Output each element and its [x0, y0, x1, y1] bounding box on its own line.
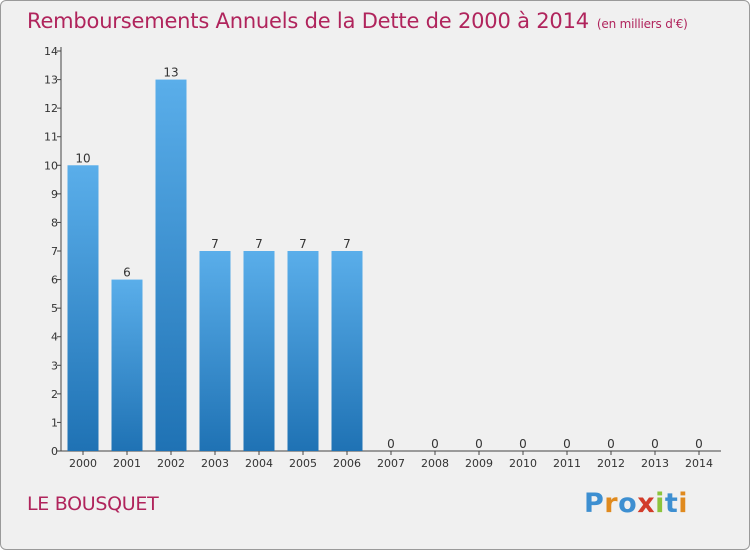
data-label-2009: 0 — [475, 437, 483, 451]
x-tick-label: 2001 — [113, 457, 141, 470]
unit-label: (en milliers d'€) — [596, 17, 688, 31]
x-tick-label: 2014 — [685, 457, 713, 470]
x-tick-label: 2012 — [597, 457, 625, 470]
data-label-2001: 6 — [123, 266, 131, 280]
y-tick-label: 0 — [51, 445, 58, 458]
bar-2002 — [155, 79, 187, 452]
y-tick-label: 2 — [51, 388, 58, 401]
y-tick-label: 8 — [51, 216, 58, 229]
data-label-2007: 0 — [387, 437, 395, 451]
x-tick-label: 2005 — [289, 457, 317, 470]
y-tick-label: 6 — [51, 274, 58, 287]
bar-2003 — [199, 251, 231, 451]
data-label-2010: 0 — [519, 437, 527, 451]
x-tick-label: 2006 — [333, 457, 361, 470]
proxiti-logo: Proxiti — [584, 488, 688, 519]
y-tick-label: 3 — [51, 359, 58, 372]
data-label-2012: 0 — [607, 437, 615, 451]
data-label-2006: 7 — [343, 237, 351, 251]
y-tick-label: 1 — [51, 416, 58, 429]
logo-letter: P — [584, 488, 605, 519]
data-label-2008: 0 — [431, 437, 439, 451]
bars — [67, 79, 363, 452]
logo-letter: i — [655, 488, 665, 519]
data-label-2005: 7 — [299, 237, 307, 251]
data-label-2002: 13 — [163, 66, 178, 80]
data-label-2014: 0 — [695, 437, 703, 451]
x-tick-label: 2004 — [245, 457, 273, 470]
commune-name: LE BOUSQUET — [27, 493, 159, 515]
bar-2004 — [243, 251, 275, 451]
data-label-2011: 0 — [563, 437, 571, 451]
y-tick-label: 7 — [51, 245, 58, 258]
bar-2001 — [111, 279, 143, 451]
bar-2006 — [331, 251, 363, 451]
y-tick-label: 5 — [51, 302, 58, 315]
title-text: Remboursements Annuels de la Dette de 20… — [27, 9, 589, 33]
bar-2000 — [67, 165, 99, 452]
data-label-2013: 0 — [651, 437, 659, 451]
y-tick-label: 12 — [44, 102, 58, 115]
logo-letter: o — [618, 488, 638, 519]
y-tick-label: 14 — [44, 45, 58, 58]
x-tick-label: 2010 — [509, 457, 537, 470]
x-tick-label: 2002 — [157, 457, 185, 470]
y-tick-label: 11 — [44, 131, 58, 144]
data-label-2003: 7 — [211, 237, 219, 251]
data-labels: 10 6 13 7 7 7 7 0 0 0 0 0 0 0 0 — [75, 66, 702, 451]
data-label-2000: 10 — [75, 151, 90, 165]
x-tick-label: 2013 — [641, 457, 669, 470]
data-label-2004: 7 — [255, 237, 263, 251]
x-tick-label: 2003 — [201, 457, 229, 470]
logo-letter: i — [678, 488, 689, 519]
logo-letter: t — [664, 488, 679, 519]
y-tick-label: 10 — [44, 159, 58, 172]
logo-letter: x — [637, 488, 656, 519]
logo-letter: r — [604, 488, 619, 519]
x-tick-label: 2007 — [377, 457, 405, 470]
bar-2005 — [287, 251, 319, 451]
x-tick-label: 2009 — [465, 457, 493, 470]
y-tick-label: 13 — [44, 74, 58, 87]
x-tick-label: 2000 — [69, 457, 97, 470]
x-tick-label: 2008 — [421, 457, 449, 470]
chart-title: Remboursements Annuels de la Dette de 20… — [27, 9, 688, 33]
y-tick-label: 4 — [51, 331, 58, 344]
y-tick-label: 9 — [51, 188, 58, 201]
x-tick-label: 2011 — [553, 457, 581, 470]
